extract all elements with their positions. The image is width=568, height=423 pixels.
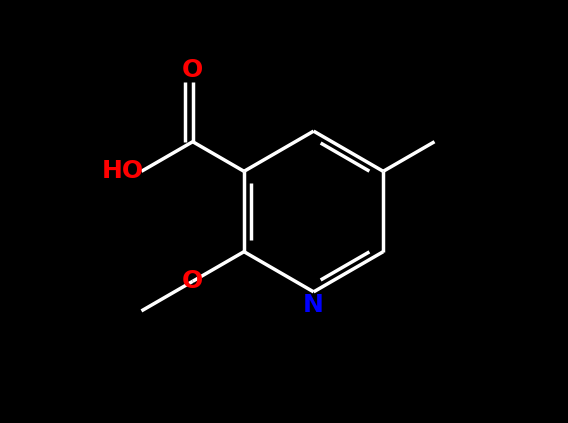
Text: N: N — [303, 293, 324, 316]
Text: O: O — [182, 58, 203, 82]
Text: HO: HO — [101, 159, 144, 183]
Text: O: O — [182, 269, 203, 293]
